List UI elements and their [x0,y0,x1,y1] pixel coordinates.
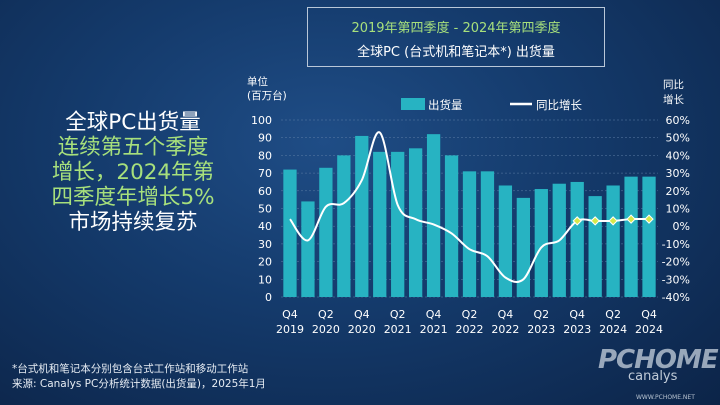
y-tick-label-right: 30% [666,167,690,180]
bar [283,169,297,297]
y-tick-label-left: 70 [258,167,272,180]
y-tick-label-right: 0% [673,220,690,233]
bar [534,189,548,297]
growth-line [289,131,650,283]
chart-title-box: 2019年第四季度 - 2024年第四季度 全球PC (台式机和笔记本*) 出货… [307,7,605,67]
bar [516,197,530,297]
growth-markers [572,214,654,226]
growth-marker [572,216,582,226]
x-tick-quarter: Q4 [282,308,298,321]
bar [409,148,423,297]
growth-marker [626,214,636,224]
y-tick-label-right: -10% [662,238,690,251]
y-tick-label-left: 30 [258,238,272,251]
chart-title-period: 2019年第四季度 - 2024年第四季度 [351,21,561,36]
legend-bar-label: 出货量 [428,98,463,112]
bar [337,155,351,297]
canalys-logo: canalys [628,369,678,384]
y-tick-label-right: -20% [662,256,690,269]
y-tick-label-left: 90 [258,132,272,145]
headline-line-3: 增长，2024年第 [51,160,215,185]
x-tick-quarter: Q4 [641,308,657,321]
x-tick-quarter: Q2 [390,308,406,321]
x-tick-quarter: Q4 [426,308,442,321]
growth-marker [608,216,618,226]
x-tick-year: 2024 [599,323,627,336]
headline-line-2: 连续第五个季度 [57,135,209,160]
x-tick-year: 2023 [527,323,555,336]
y-tick-label-left: 60 [258,185,272,198]
x-tick-year: 2022 [456,323,484,336]
bar [480,171,495,297]
footnote-source: 来源: Canalys PC分析统计数据(出货量)，2025年1月 [12,378,266,390]
footnote-definition: *台式机和笔记本分别包含台式工作站和移动工作站 [12,363,249,375]
bar [319,167,333,297]
bar [642,176,656,297]
bar [391,151,405,297]
bar [498,185,513,297]
headline-line-4: 四季度年增长5% [51,185,215,210]
y-tick-label-left: 40 [258,220,272,233]
legend-bar-swatch [401,98,425,110]
bar [624,176,638,297]
bar [426,134,441,297]
bar [570,181,584,297]
x-tick-year: 2021 [384,323,412,336]
x-tick-year: 2019 [276,323,304,336]
y-axis-right-label-1: 同比 [663,78,684,91]
x-tick-quarter: Q2 [605,308,621,321]
bar [444,155,459,297]
y-axis-left-label: 单位 [247,75,268,88]
bar [373,151,387,297]
x-tick-year: 2021 [420,323,448,336]
y-axis-right-ticks: -40% -30% -20% -10% 0% 10% 20% 30% 40% 50% 60% [662,114,690,304]
y-tick-label-left: 0 [265,291,272,304]
bar [606,185,620,297]
x-tick-quarter: Q4 [498,308,514,321]
headline-line-1: 全球PC出货量 [65,110,201,135]
bar [301,201,315,297]
pchome-url: WWW.PCHOME.NET [636,394,695,401]
y-axis-left-ticks: 0 10 20 30 40 50 60 70 80 90 100 [251,114,272,304]
headline-line-5: 市场持续复苏 [68,210,198,235]
growth-marker [590,216,600,226]
footnote: *台式机和笔记本分别包含台式工作站和移动工作站 来源: Canalys PC分析… [12,362,266,392]
x-tick-quarter: Q2 [533,308,549,321]
legend-line-label: 同比增长 [536,98,582,112]
y-axis-left-unit: (百万台) [247,89,287,102]
pchome-watermark: PCHOME [598,345,719,375]
x-tick-quarter: Q4 [354,308,370,321]
y-tick-label-right: 40% [666,149,690,162]
bar [355,135,369,297]
y-tick-label-left: 50 [258,203,272,216]
growth-marker [644,214,654,224]
bar [462,171,477,297]
y-tick-label-left: 80 [258,149,272,162]
headline: 全球PC出货量 连续第五个季度 增长，2024年第 四季度年增长5% 市场持续复… [38,110,228,235]
y-tick-label-right: 60% [666,114,690,127]
x-tick-year: 2020 [312,323,340,336]
y-tick-label-right: 10% [666,203,690,216]
x-tick-year: 2023 [563,323,591,336]
y-tick-label-left: 20 [258,256,272,269]
x-tick-quarter: Q4 [569,308,585,321]
y-tick-label-right: 50% [666,132,690,145]
bar-series [283,134,656,297]
x-tick-year: 2022 [491,323,519,336]
bar [588,196,602,297]
x-tick-year: 2024 [635,323,663,336]
x-tick-quarter: Q2 [318,308,334,321]
chart-title-subject: 全球PC (台式机和笔记本*) 出货量 [357,45,555,60]
y-tick-label-left: 100 [251,114,272,127]
x-tick-year: 2020 [348,323,376,336]
y-tick-label-right: -40% [662,291,690,304]
y-tick-label-right: 20% [666,185,690,198]
x-axis-ticks: Q4 2019 Q2 2020 Q4 2020 Q2 2021 Q4 2021 Q2 2022 Q4 20… [276,308,663,336]
y-tick-label-right: -30% [662,273,690,286]
y-axis-right-label-2: 增长 [663,93,684,106]
y-tick-label-left: 10 [258,273,272,286]
x-tick-quarter: Q2 [462,308,478,321]
